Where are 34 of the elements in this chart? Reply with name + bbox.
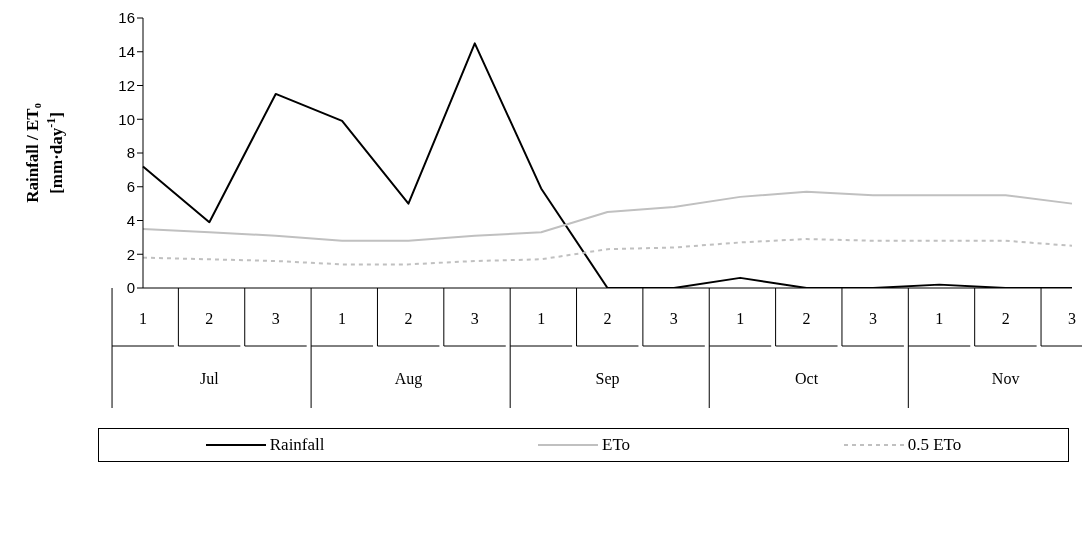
legend-label: ETo [602, 435, 631, 455]
legend-label: Rainfall [269, 435, 325, 455]
text: Oct [795, 370, 819, 387]
y-tick-label: 14 [118, 43, 135, 61]
text: Aug [394, 370, 423, 388]
y-tick-label: 0 [126, 279, 135, 297]
legend-label: 0.5 ETo [907, 435, 962, 455]
x-tick-label: 1 [537, 310, 546, 327]
x-tick-label: 2 [802, 310, 811, 327]
text: Nov [991, 370, 1020, 387]
x-tick-label: 1 [935, 310, 944, 327]
x-tick-label: 1 [139, 310, 147, 327]
x-tick-label: 2 [205, 310, 214, 327]
x-tick-label: 3 [470, 310, 479, 327]
y-tick-label: 12 [118, 76, 135, 94]
x-tick-label: 3 [669, 310, 678, 327]
y-tick-label: 16 [118, 9, 135, 27]
x-tick-label: 2 [603, 310, 612, 327]
x-tick-label: 3 [271, 310, 280, 327]
x-tick-label: 2 [1001, 310, 1010, 327]
x-tick-label: 3 [868, 310, 877, 327]
y-tick-label: 6 [126, 178, 135, 196]
text: Jul [200, 370, 220, 387]
x-tick-label: 1 [736, 310, 745, 327]
y-tick-label: 4 [126, 211, 135, 229]
text: Sep [595, 370, 620, 388]
y-tick-label: 10 [118, 110, 135, 128]
y-tick-label: 2 [126, 245, 135, 263]
x-tick-label: 1 [338, 310, 347, 327]
line-series [142, 190, 1073, 242]
x-tick-label: 2 [404, 310, 413, 327]
line-series [142, 238, 1073, 266]
x-tick-label: 3 [1068, 310, 1076, 327]
y-tick-label: 8 [126, 144, 135, 162]
